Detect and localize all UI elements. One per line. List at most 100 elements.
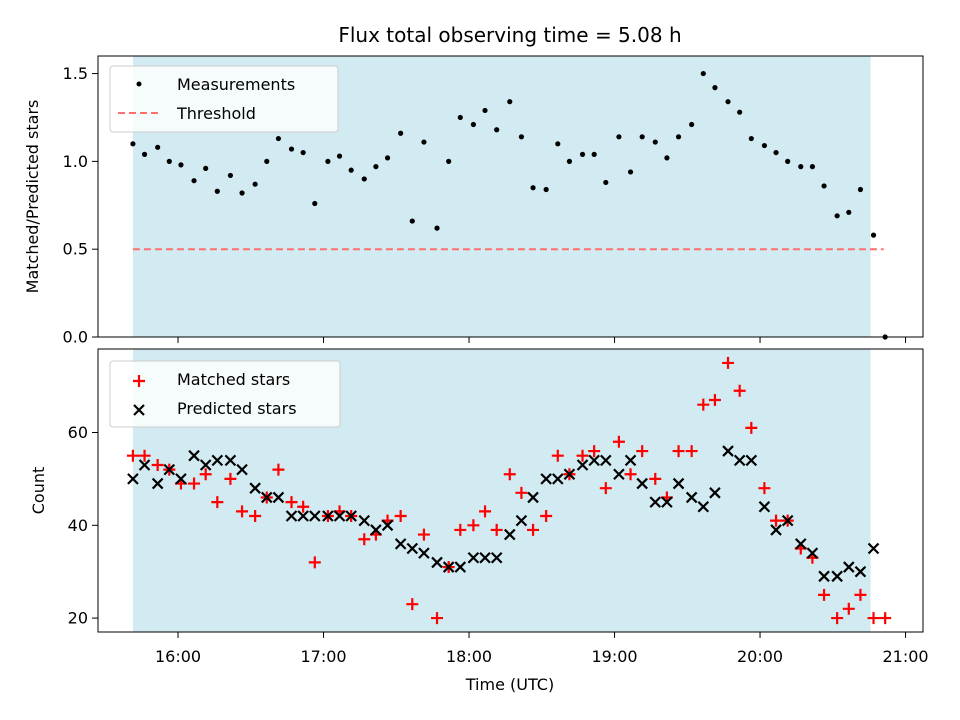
predicted-star-point (540, 473, 552, 485)
y-tick-label: 1.5 (63, 64, 88, 83)
matched-star-point (672, 445, 685, 458)
measurement-point (555, 141, 561, 147)
matched-star-point (515, 486, 528, 499)
predicted-star-point (272, 491, 285, 504)
matched-star-point (879, 612, 892, 625)
predicted-star-point (309, 510, 321, 522)
measurement-point (348, 167, 354, 173)
legend-label-matched-stars: Matched stars (177, 370, 290, 389)
measurement-point (579, 151, 586, 157)
predicted-star-point (297, 510, 309, 522)
measurement-point (373, 164, 379, 170)
measurement-point (239, 190, 245, 196)
measurement-point (712, 85, 718, 91)
predicted-star-point (818, 570, 830, 583)
count-plot-frame (97, 348, 924, 633)
measurement-point (821, 183, 827, 189)
matched-star-point (770, 514, 783, 527)
x-tick-label: 16:00 (155, 647, 201, 666)
matched-star-point (636, 445, 649, 458)
predicted-star-point (745, 454, 758, 467)
chart-title: Flux total observing time = 5.08 h (338, 23, 681, 47)
measurement-point (446, 158, 452, 164)
matched-star-point (503, 468, 516, 481)
matched-star-point (842, 602, 855, 615)
measurement-point (398, 130, 404, 136)
measurement-point (434, 225, 440, 231)
measurement-point (507, 99, 513, 105)
measurement-point (603, 179, 609, 186)
predicted-star-point (406, 542, 419, 555)
matched-star-point (126, 449, 139, 462)
measurement-point (155, 144, 161, 150)
predicted-star-point (394, 538, 407, 550)
predicted-star-point (613, 468, 625, 481)
matched-star-point (733, 384, 746, 397)
measurement-point (252, 181, 258, 187)
predicted-star-point (806, 547, 819, 559)
predicted-star-point (127, 473, 139, 485)
count-panel: 20 40 60 16:00 17:00 18:00 19:00 20:00 21:00 Cou… (29, 348, 929, 694)
matched-star-point (649, 472, 662, 485)
x-tick-label: 19:00 (591, 647, 637, 666)
measurement-point (652, 139, 658, 145)
x-tick-label: 21:00 (882, 647, 928, 666)
measurement-point (409, 218, 415, 224)
measurement-point (761, 142, 768, 149)
y-tick-label: 20 (68, 609, 88, 628)
measurement-point (494, 127, 500, 133)
matched-star-point (188, 477, 201, 490)
predicted-star-point (831, 570, 843, 583)
matched-star-point (576, 449, 589, 462)
measurement-point (166, 158, 172, 164)
measurement-point (689, 121, 695, 128)
matched-star-point (236, 505, 249, 518)
predicted-star-point (224, 454, 237, 467)
matched-star-point (624, 468, 637, 481)
predicted-star-point (624, 454, 637, 467)
measurement-point (748, 135, 754, 142)
legend-label-measurements: Measurements (177, 75, 295, 94)
predicted-star-point (770, 524, 782, 536)
predicted-star-point (370, 524, 382, 536)
legend-label-threshold: Threshold (176, 104, 256, 123)
matched-star-point (211, 496, 224, 509)
count-y-axis-label: Count (29, 467, 48, 515)
matched-star-point (867, 612, 880, 625)
measurement-point (834, 213, 840, 219)
measurement-point (130, 141, 136, 147)
matched-star-point (588, 445, 601, 458)
measurement-point (639, 134, 645, 140)
y-tick-label: 0.5 (63, 240, 88, 259)
predicted-star-point (442, 561, 455, 573)
count-legend: Matched stars Predicted stars (109, 360, 341, 428)
predicted-star-point (345, 510, 357, 522)
measurement-point (421, 139, 427, 145)
measurement-point (141, 151, 148, 157)
predicted-star-point (588, 454, 600, 467)
predicted-star-point (600, 454, 612, 467)
matched-star-point (612, 435, 625, 448)
matched-star-point (745, 421, 758, 434)
predicted-star-point (490, 551, 503, 564)
matched-star-point (431, 612, 444, 625)
measurement-point (627, 169, 634, 175)
predicted-star-point (199, 459, 212, 471)
x-tick-label: 17:00 (300, 647, 346, 666)
matched-star-point (138, 449, 151, 462)
predicted-star-point (867, 542, 880, 555)
x-tick-label: 18:00 (446, 647, 492, 666)
measurement-point (870, 232, 877, 238)
predicted-star-point (151, 477, 164, 490)
predicted-star-point (527, 491, 539, 504)
predicted-star-point (515, 514, 528, 527)
measurement-point (275, 135, 282, 142)
predicted-star-point (236, 463, 248, 476)
predicted-star-point (261, 491, 273, 504)
matched-star-point (285, 496, 298, 509)
matched-star-point (199, 468, 212, 481)
count-legend-box (109, 360, 341, 428)
ratio-legend: Measurements Threshold (109, 65, 339, 133)
matched-star-point (406, 598, 419, 611)
